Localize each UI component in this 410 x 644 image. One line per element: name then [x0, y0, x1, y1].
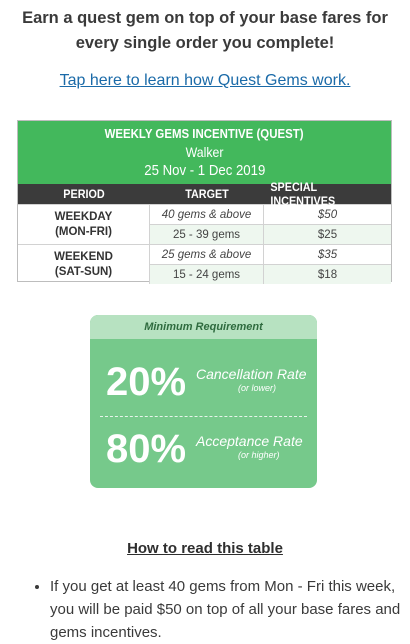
column-header-special-incentives: SPECIAL INCENTIVES — [270, 180, 336, 208]
table-row: 15 - 24 gems $18 — [150, 264, 391, 284]
weekly-gems-incentive-table: WEEKLY GEMS INCENTIVE (QUEST) Walker 25 … — [17, 120, 392, 284]
table-row: 25 - 39 gems $25 — [150, 224, 391, 244]
target-cell: 15 - 24 gems — [150, 265, 264, 284]
requirement-percent: 80% — [106, 427, 187, 471]
column-header-row: PERIOD TARGET SPECIAL INCENTIVES — [18, 180, 391, 208]
requirement-label: Cancellation Rate — [196, 366, 307, 382]
column-header-target: TARGET — [185, 187, 229, 201]
table-group-weekday: WEEKDAY (MON-FRI) 40 gems & above $50 25… — [18, 204, 391, 244]
table-tier: Walker — [185, 143, 224, 160]
period-days: (SAT-SUN) — [54, 265, 113, 278]
requirement-label: Acceptance Rate — [196, 433, 303, 449]
period-cell: WEEKDAY (MON-FRI) — [18, 205, 150, 244]
target-cell: 25 gems & above — [150, 245, 264, 264]
requirement-note: (or higher) — [238, 450, 280, 460]
table-row: 40 gems & above $50 — [150, 205, 391, 224]
incentive-cell: $35 — [317, 248, 338, 261]
incentive-cell: $18 — [317, 268, 338, 281]
how-to-read-list: If you get at least 40 gems from Mon - F… — [30, 575, 410, 644]
acceptance-rate-requirement: 80% Acceptance Rate (or higher) — [90, 419, 317, 479]
period-name: WEEKDAY — [54, 210, 113, 223]
table-header: WEEKLY GEMS INCENTIVE (QUEST) Walker 25 … — [18, 121, 391, 184]
minimum-requirement-card: Minimum Requirement 20% Cancellation Rat… — [90, 315, 317, 488]
cancellation-rate-requirement: 20% Cancellation Rate (or lower) — [90, 352, 317, 412]
period-name: WEEKEND — [54, 250, 113, 263]
incentive-cell: $50 — [317, 208, 338, 221]
table-row: 25 gems & above $35 — [150, 245, 391, 264]
requirement-percent: 20% — [106, 360, 187, 404]
learn-quest-gems-link[interactable]: Tap here to learn how Quest Gems work. — [59, 72, 351, 89]
table-title: WEEKLY GEMS INCENTIVE (QUEST) — [105, 125, 304, 141]
period-days: (MON-FRI) — [55, 225, 112, 238]
headline: Earn a quest gem on top of your base far… — [22, 9, 388, 52]
incentive-cell: $25 — [317, 228, 338, 241]
column-header-period: PERIOD — [63, 187, 105, 201]
list-item: If you get at least 40 gems from Mon - F… — [50, 575, 410, 644]
requirement-note: (or lower) — [238, 383, 277, 393]
target-cell: 25 - 39 gems — [150, 225, 264, 244]
table-group-weekend: WEEKEND (SAT-SUN) 25 gems & above $35 15… — [18, 244, 391, 284]
period-cell: WEEKEND (SAT-SUN) — [18, 245, 150, 284]
how-to-read-title: How to read this table — [127, 540, 283, 557]
target-cell: 40 gems & above — [150, 205, 264, 224]
table-date-range: 25 Nov - 1 Dec 2019 — [143, 161, 266, 179]
requirement-title: Minimum Requirement — [90, 315, 317, 339]
requirement-divider — [100, 416, 307, 417]
